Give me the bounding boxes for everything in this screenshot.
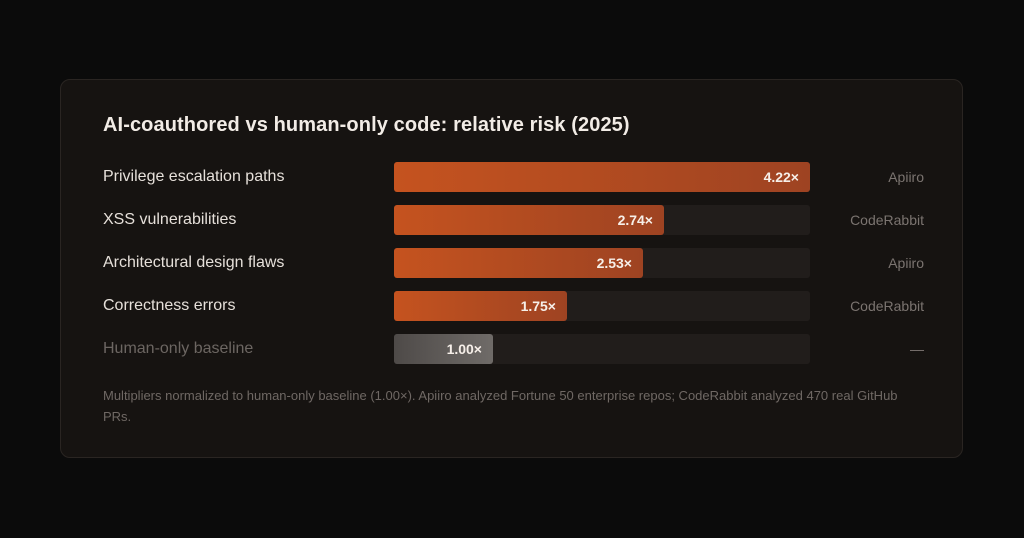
category-label: XSS vulnerabilities [103, 211, 237, 228]
bar-value-label: 4.22× [763, 169, 799, 185]
bar: 2.74× [394, 205, 664, 235]
chart-footnote: Multipliers normalized to human-only bas… [103, 388, 898, 424]
category-label: Correctness errors [103, 297, 236, 314]
source-label: CodeRabbit [850, 298, 924, 314]
category-label: Human-only baseline [103, 340, 254, 357]
source-label: CodeRabbit [850, 212, 924, 228]
bar-value-label: 1.00× [446, 341, 482, 357]
bar-track: 4.22× [394, 162, 810, 192]
category-label: Architectural design flaws [103, 254, 285, 271]
bar: 1.00× [394, 334, 493, 364]
source-label: Apiiro [888, 255, 924, 271]
category-label: Privilege escalation paths [103, 168, 285, 185]
chart-title: AI-coauthored vs human-only code: relati… [103, 114, 630, 136]
source-label: Apiiro [888, 169, 924, 185]
bar-value-label: 1.75× [520, 298, 556, 314]
bar-row: Correctness errors 1.75× CodeRabbit [61, 291, 964, 321]
bar: 2.53× [394, 248, 643, 278]
bar-track: 1.75× [394, 291, 810, 321]
chart-card: AI-coauthored vs human-only code: relati… [60, 79, 963, 458]
bar-track: 1.00× [394, 334, 810, 364]
bar-track: 2.74× [394, 205, 810, 235]
bar: 4.22× [394, 162, 810, 192]
bar-row: Architectural design flaws 2.53× Apiiro [61, 248, 964, 278]
source-label: — [910, 341, 924, 357]
bar-row: Human-only baseline 1.00× — [61, 334, 964, 364]
bar: 1.75× [394, 291, 567, 321]
bar-track: 2.53× [394, 248, 810, 278]
bar-row: Privilege escalation paths 4.22× Apiiro [61, 162, 964, 192]
bar-value-label: 2.74× [617, 212, 653, 228]
bar-row: XSS vulnerabilities 2.74× CodeRabbit [61, 205, 964, 235]
bar-value-label: 2.53× [596, 255, 632, 271]
